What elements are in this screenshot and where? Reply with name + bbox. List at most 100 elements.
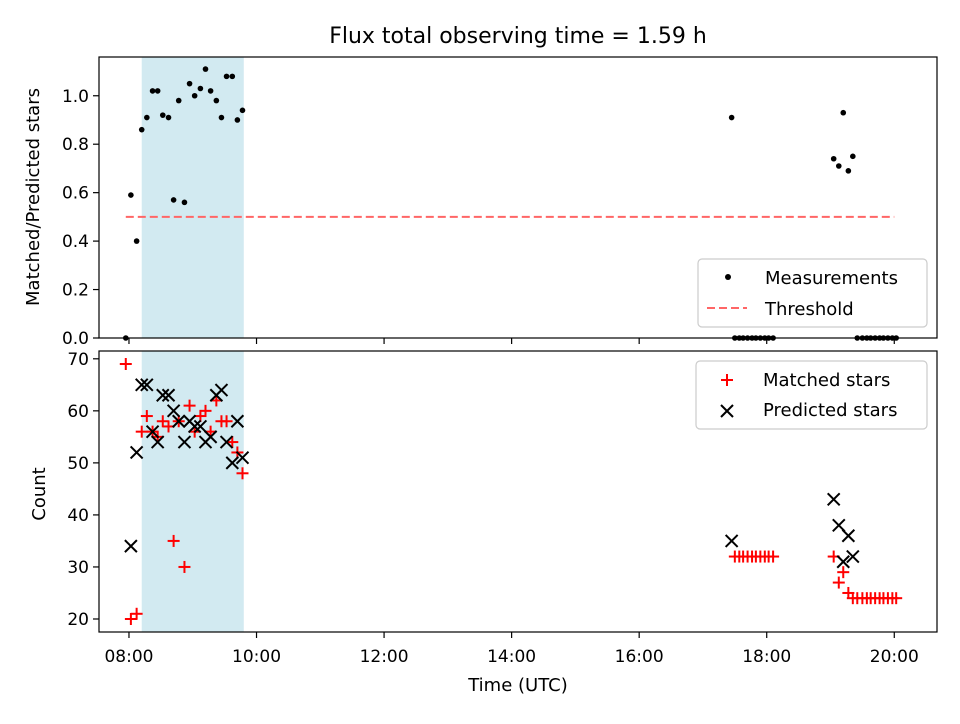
measurement-point [175, 97, 182, 104]
predicted-star-point [846, 549, 860, 564]
legend-predicted-label: Predicted stars [763, 400, 897, 421]
predicted-star-point [187, 419, 202, 434]
top-panel: 0.0 0.2 0.4 0.6 0.8 1.0 Matched/Predicted sta… [23, 56, 938, 349]
predicted-star-point [145, 424, 160, 439]
legend-measurements-label: Measurements [765, 268, 898, 289]
top-legend: Measurements Threshold [697, 258, 928, 328]
xtick-label: 12:00 [360, 647, 409, 667]
matched-star-point [140, 410, 153, 423]
xtick-label: 18:00 [742, 647, 791, 667]
predicted-star-point [235, 450, 250, 465]
measurement-point [223, 73, 230, 80]
predicted-star-point [166, 404, 181, 418]
top-y-axis-label: Matched/Predicted stars [23, 88, 44, 306]
predicted-star-point [177, 435, 192, 449]
legend-predicted-marker [720, 404, 734, 418]
predicted-star-point [214, 383, 229, 397]
predicted-star-point [172, 414, 186, 428]
measurement-point [133, 238, 140, 244]
predicted-star-point [161, 388, 176, 402]
measurement-point [218, 114, 225, 121]
top-ytick-label: 0.0 [62, 329, 89, 349]
matched-star-point [156, 415, 169, 428]
measurement-point [239, 107, 246, 114]
bottom-ytick-label: 40 [67, 506, 89, 526]
predicted-star-point [135, 378, 149, 392]
x-axis-label: Time (UTC) [467, 675, 568, 696]
xtick-label: 20:00 [870, 647, 919, 667]
measurement-point [234, 117, 241, 123]
measurement-point [197, 85, 204, 92]
matched-star-point [767, 550, 780, 563]
predicted-star-point [230, 414, 245, 428]
predicted-star-point [124, 539, 138, 553]
measurement-point [191, 92, 198, 99]
top-y-axis: 0.0 0.2 0.4 0.6 0.8 1.0 [62, 87, 99, 349]
measurement-point [181, 199, 188, 206]
measurement-point [128, 192, 134, 198]
matched-star-point [226, 436, 239, 449]
legend-measurements-marker [725, 274, 731, 280]
matched-star-point [220, 415, 233, 428]
predicted-star-point [193, 419, 208, 434]
matched-star-point [837, 566, 850, 579]
bottom-x-axis: 08:00 10:00 12:00 14:00 16:00 18:00 20:00 [104, 632, 919, 667]
matched-star-point [130, 607, 143, 620]
measurement-point [149, 88, 156, 94]
predicted-star-point [129, 445, 144, 460]
matched-star-point [135, 425, 148, 438]
matched-star-point [183, 399, 196, 412]
top-observing-window [141, 57, 244, 338]
matched-star-point [124, 612, 137, 625]
predicted-star-point [140, 378, 154, 392]
bottom-ytick-label: 30 [67, 558, 89, 578]
measurement-point [186, 80, 193, 87]
bottom-observing-window [141, 351, 244, 632]
measurement-point [202, 66, 209, 72]
top-ytick-label: 0.2 [62, 281, 89, 301]
bottom-ytick-label: 20 [67, 610, 89, 630]
matched-star-point [236, 467, 249, 480]
matched-star-point [832, 576, 845, 589]
measurement-point [138, 126, 145, 133]
bottom-ytick-label: 60 [67, 402, 89, 422]
predicted-star-point [156, 388, 170, 402]
measurement-point [850, 153, 856, 160]
top-ytick-label: 0.6 [62, 184, 89, 204]
top-axes-frame [98, 56, 938, 339]
measurement-point [213, 97, 220, 104]
xtick-label: 08:00 [104, 647, 153, 667]
top-ytick-label: 1.0 [62, 87, 89, 107]
figure-title: Flux total observing time = 1.59 h [329, 24, 707, 49]
measurement-point [830, 155, 837, 162]
top-ytick-label: 0.4 [62, 232, 89, 252]
top-ytick-label: 0.8 [62, 135, 89, 155]
xtick-label: 10:00 [232, 647, 281, 667]
matched-star-point [178, 560, 191, 573]
measurement-point [207, 88, 214, 94]
matched-star-point [167, 534, 180, 547]
top-x-ticks [128, 338, 895, 344]
predicted-star-point [203, 430, 218, 444]
bottom-y-axis: 20 30 40 50 60 70 [67, 350, 99, 630]
predicted-star-point [826, 492, 841, 507]
bottom-axes-frame [98, 350, 938, 633]
measurement-point [170, 197, 177, 203]
predicted-star-point [225, 456, 239, 470]
predicted-star-point [219, 435, 234, 449]
matched-star-point [199, 404, 212, 417]
predicted-star-point [841, 529, 856, 543]
measurement-point [845, 168, 852, 174]
measurement-point [728, 114, 735, 121]
measurement-point [840, 109, 847, 116]
xtick-label: 16:00 [615, 647, 664, 667]
bottom-panel: 20 30 40 50 60 70 08:00 10:00 12:00 14:00 16:00 18… [29, 350, 938, 696]
count-points [119, 358, 903, 625]
predicted-star-point [724, 534, 739, 548]
legend-threshold-label: Threshold [764, 299, 854, 320]
top-legend-box [697, 258, 928, 328]
measurement-point [159, 112, 166, 118]
legend-matched-label: Matched stars [763, 370, 890, 391]
predicted-star-point [150, 435, 165, 449]
